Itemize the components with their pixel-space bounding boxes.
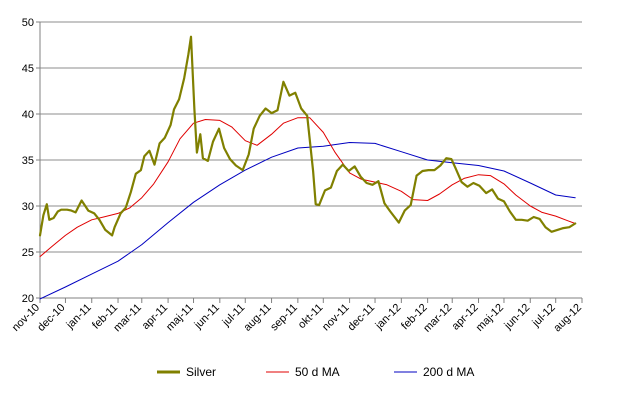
- legend-item-silver: Silver: [157, 365, 216, 379]
- series-line-200-d-ma: [39, 142, 576, 300]
- x-tick-label-sep-11: sep-11: [268, 302, 300, 334]
- x-tick-label-maj-12: maj-12: [474, 302, 506, 334]
- x-tick-label-jan-11: jan-11: [64, 302, 94, 332]
- legend-label-50d-ma: 50 d MA: [295, 365, 340, 379]
- legend-label-200d-ma: 200 d MA: [423, 365, 474, 379]
- legend-label-silver: Silver: [186, 365, 216, 379]
- y-tick-label-20: 20: [22, 293, 34, 305]
- legend: Silver 50 d MA 200 d MA: [157, 365, 474, 379]
- x-tick-label-aug-11: aug-11: [242, 302, 274, 334]
- x-tick-label-jun-12: jun-12: [502, 302, 533, 333]
- x-tick-label-dec-10: dec-10: [35, 302, 67, 334]
- y-tick-label-25: 25: [22, 247, 34, 259]
- x-tick-label-nov-10: nov-10: [10, 302, 42, 334]
- y-tick-label-30: 30: [22, 201, 34, 213]
- series-layer: [38, 35, 577, 300]
- x-tick-label-aug-12: aug-12: [551, 302, 584, 335]
- x-tick-label-maj-11: maj-11: [164, 302, 196, 334]
- legend-item-200d-ma: 200 d MA: [394, 365, 474, 379]
- x-tick-label-jun-11: jun-11: [192, 302, 222, 332]
- x-tick-label-jan-12: jan-12: [373, 302, 404, 333]
- x-tick-label-dec-11: dec-11: [345, 302, 377, 334]
- y-tick-label-50: 50: [22, 17, 34, 29]
- series-line-50-d-ma: [39, 117, 576, 258]
- series-line-silver: [38, 35, 577, 237]
- y-tick-label-40: 40: [22, 109, 34, 121]
- legend-item-50d-ma: 50 d MA: [266, 365, 340, 379]
- y-axis: 20 25 30 35 40 45 50: [22, 17, 41, 305]
- x-tick-label-nov-11: nov-11: [320, 302, 352, 334]
- y-tick-label-45: 45: [22, 63, 34, 75]
- y-tick-label-35: 35: [22, 155, 34, 167]
- gridlines: [40, 21, 582, 253]
- x-axis: nov-10dec-10jan-11feb-11mar-11apr-11maj-…: [10, 297, 584, 335]
